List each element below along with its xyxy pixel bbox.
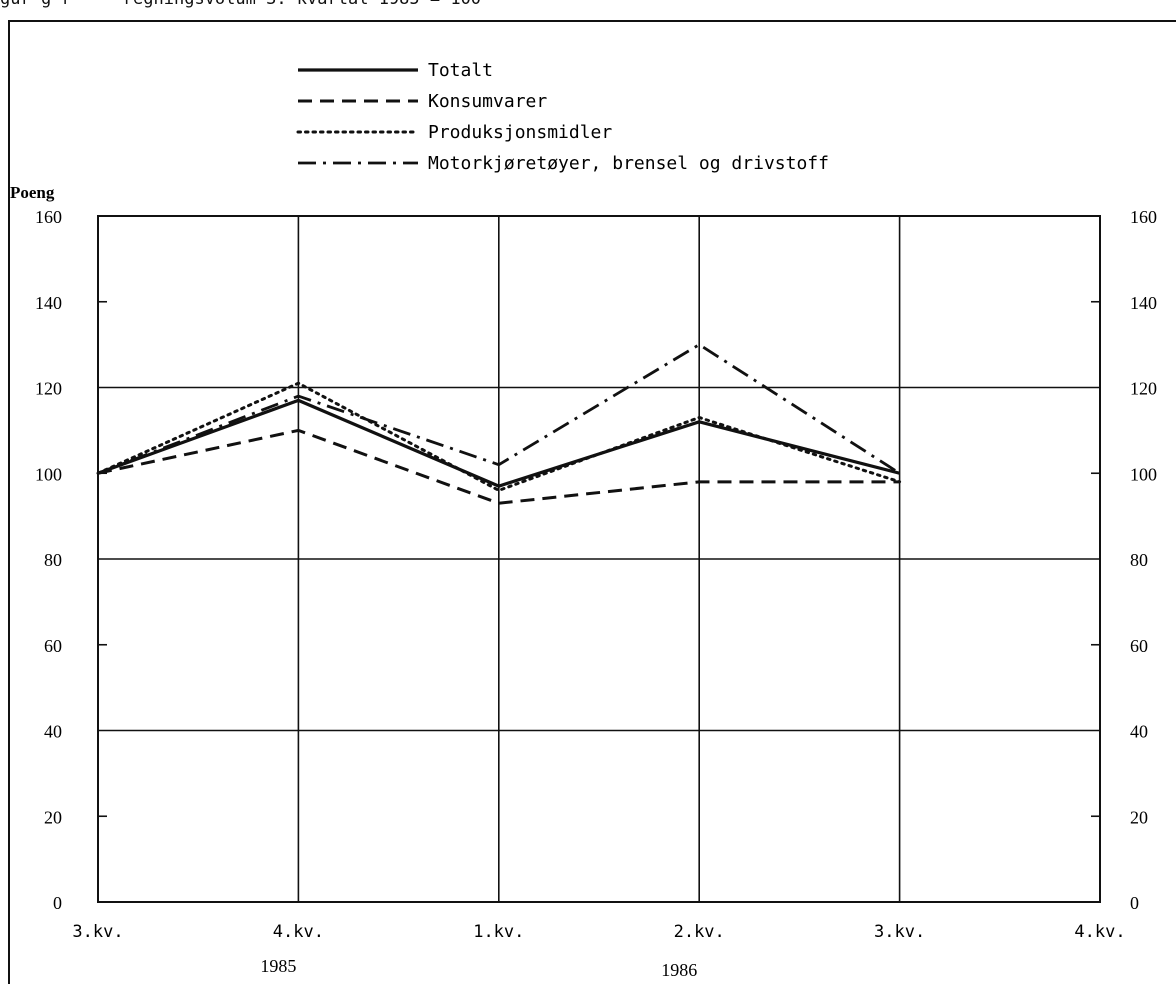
x-tick-label: 2.kv. [674,922,725,942]
x-tick-label: 3.kv. [874,922,925,942]
y-tick-label-left: 40 [44,722,62,742]
y-tick-label-right: 120 [1130,379,1157,399]
legend: Totalt Konsumvarer Produksjonsmidler Motork… [298,60,829,174]
y-tick-label-right: 140 [1130,293,1157,313]
y-tick-label-right: 160 [1130,207,1157,227]
y-axis-label: Poeng [10,183,55,202]
x-year-label: 1985 [260,956,296,976]
x-tick-label: 1.kv. [473,922,524,942]
y-tick-label-left: 60 [44,636,62,656]
x-tick-label: 3.kv. [72,922,123,942]
y-tick-label-right: 40 [1130,722,1148,742]
y-tick-label-left: 0 [53,893,62,913]
axes: 0 0 20 20 40 40 60 60 80 80 100 100 120 120 140 140 160 1… [10,183,1157,980]
y-tick-label-left: 80 [44,550,62,570]
legend-label: Produksjonsmidler [428,122,612,143]
y-tick-label-right: 100 [1130,464,1157,484]
y-tick-label-right: 20 [1130,807,1148,827]
y-tick-label-left: 20 [44,807,62,827]
line-chart: 0 0 20 20 40 40 60 60 80 80 100 100 120 120 140 140 160 1… [10,22,1176,986]
page-title: gur g r ~~ ~regningsvolum 3. kvartal 198… [0,0,900,9]
grid [98,216,1100,902]
legend-label: Totalt [428,60,493,81]
y-tick-label-left: 140 [35,293,62,313]
y-tick-label-right: 60 [1130,636,1148,656]
y-tick-label-left: 160 [35,207,62,227]
legend-label: Konsumvarer [428,91,547,112]
chart-figure: 0 0 20 20 40 40 60 60 80 80 100 100 120 120 140 140 160 1… [8,20,1176,984]
x-tick-label: 4.kv. [273,922,324,942]
y-tick-label-right: 0 [1130,893,1139,913]
legend-label: Motorkjøretøyer, brensel og drivstoff [428,153,829,174]
y-tick-label-left: 120 [35,379,62,399]
x-year-label: 1986 [661,960,697,980]
y-tick-label-right: 80 [1130,550,1148,570]
x-tick-label: 4.kv. [1074,922,1125,942]
y-tick-label-left: 100 [35,464,62,484]
